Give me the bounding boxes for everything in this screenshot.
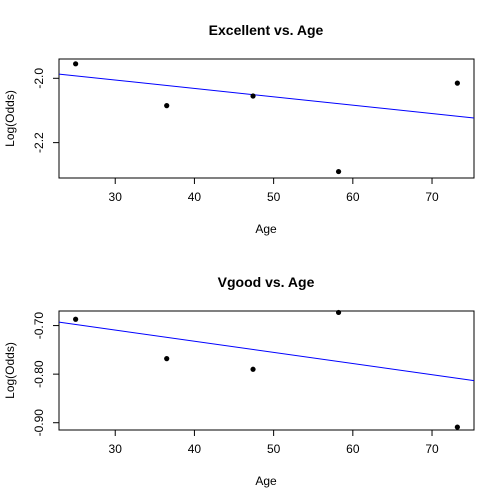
plot-marks xyxy=(58,309,475,430)
data-point xyxy=(250,366,256,372)
x-tick-label: 50 xyxy=(267,442,281,456)
chart-panel-excellent: Excellent vs. Age 30 40 50 60 70 -2.0 -2.2 Ag… xyxy=(3,22,475,236)
y-axis-label: Log(Odds) xyxy=(3,90,17,147)
data-point xyxy=(164,103,170,109)
x-tick-label: 40 xyxy=(188,442,202,456)
x-tick-label: 70 xyxy=(425,190,439,204)
y-axis: -2.0 -2.2 xyxy=(32,68,59,153)
data-point xyxy=(164,356,170,362)
plot-marks xyxy=(58,61,475,175)
x-tick-label: 70 xyxy=(425,442,439,456)
x-axis: 30 40 50 60 70 xyxy=(109,178,439,204)
chart-panel-vgood: Vgood vs. Age 30 40 50 60 70 -0.70 -0.80 -0.90… xyxy=(3,274,475,488)
chart-title: Vgood vs. Age xyxy=(218,274,315,290)
x-axis-label: Age xyxy=(255,222,277,236)
data-point xyxy=(250,93,256,99)
y-tick-label: -0.90 xyxy=(32,409,46,437)
regression-line xyxy=(58,321,475,382)
y-tick-label: -0.80 xyxy=(32,360,46,388)
data-point xyxy=(454,424,460,430)
chart-title: Excellent vs. Age xyxy=(209,22,324,38)
y-tick-label: -2.2 xyxy=(32,132,46,153)
data-point xyxy=(73,316,79,322)
y-tick-label: -2.0 xyxy=(32,68,46,89)
plot-frame xyxy=(58,310,475,431)
data-point xyxy=(454,80,460,86)
x-axis: 30 40 50 60 70 xyxy=(109,430,439,456)
x-tick-label: 60 xyxy=(346,442,360,456)
y-axis-label: Log(Odds) xyxy=(3,342,17,399)
x-tick-label: 40 xyxy=(188,190,202,204)
data-point xyxy=(335,168,342,175)
x-tick-label: 60 xyxy=(346,190,360,204)
x-tick-label: 50 xyxy=(267,190,281,204)
regression-line xyxy=(58,73,475,119)
data-point xyxy=(73,61,79,67)
x-tick-label: 30 xyxy=(109,442,123,456)
y-tick-label: -0.70 xyxy=(32,312,46,340)
y-axis: -0.70 -0.80 -0.90 xyxy=(32,312,59,437)
x-axis-label: Age xyxy=(255,474,277,488)
plot-frame xyxy=(58,58,475,179)
data-point xyxy=(335,309,342,316)
x-tick-label: 30 xyxy=(109,190,123,204)
